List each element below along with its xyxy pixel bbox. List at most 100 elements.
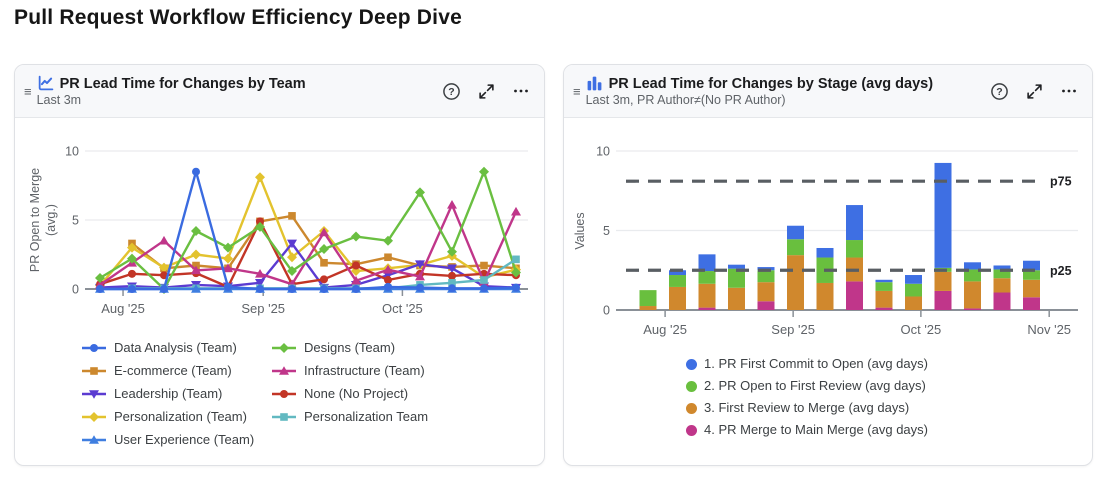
team-chart-legend: Data Analysis (Team) Designs (Team) E-comm… bbox=[81, 341, 544, 448]
bar-segment[interactable] bbox=[699, 308, 716, 310]
drag-handle-icon[interactable]: ≡ bbox=[24, 85, 32, 98]
team-line-chart[interactable]: 0510Aug '25Sep '25Oct '25PR Open to Merg… bbox=[15, 126, 544, 326]
bar-segment[interactable] bbox=[935, 272, 952, 291]
expand-icon[interactable] bbox=[1026, 83, 1043, 100]
legend-item[interactable]: 4. PR Merge to Main Merge (avg days) bbox=[686, 423, 1092, 438]
bar-segment[interactable] bbox=[787, 239, 804, 255]
legend-item[interactable]: 1. PR First Commit to Open (avg days) bbox=[686, 357, 1092, 372]
bar-chart-icon bbox=[586, 75, 603, 92]
bar-segment[interactable] bbox=[699, 271, 716, 284]
bar-segment[interactable] bbox=[994, 293, 1011, 310]
bar-segment[interactable] bbox=[846, 205, 863, 240]
legend-label: None (No Project) bbox=[304, 387, 408, 402]
bar-segment[interactable] bbox=[1023, 280, 1040, 297]
bar-segment[interactable] bbox=[817, 283, 834, 310]
legend-label: 2. PR Open to First Review (avg days) bbox=[704, 379, 926, 394]
panel-subtitle: Last 3m bbox=[37, 93, 306, 107]
more-menu-icon[interactable] bbox=[1060, 82, 1078, 100]
circle-marker-icon bbox=[686, 359, 697, 370]
legend-item[interactable]: 2. PR Open to First Review (avg days) bbox=[686, 379, 1092, 394]
svg-text:0: 0 bbox=[72, 283, 79, 297]
bar-segment[interactable] bbox=[876, 282, 893, 291]
triangle-marker-icon bbox=[271, 365, 297, 377]
legend-item[interactable]: Designs (Team) bbox=[271, 341, 461, 356]
bar-segment[interactable] bbox=[964, 281, 981, 308]
svg-text:?: ? bbox=[448, 86, 454, 98]
bar-segment[interactable] bbox=[964, 262, 981, 269]
bar-segment[interactable] bbox=[699, 254, 716, 271]
line-chart-icon bbox=[37, 75, 54, 92]
help-icon[interactable]: ? bbox=[990, 82, 1009, 101]
legend-item[interactable]: None (No Project) bbox=[271, 387, 461, 402]
svg-text:5: 5 bbox=[603, 224, 610, 238]
bar-segment[interactable] bbox=[669, 275, 686, 287]
legend-label: E-commerce (Team) bbox=[114, 364, 232, 379]
svg-text:10: 10 bbox=[596, 145, 610, 159]
bar-segment[interactable] bbox=[728, 288, 745, 310]
circle-marker-icon bbox=[686, 425, 697, 436]
bar-segment[interactable] bbox=[905, 284, 922, 297]
svg-text:10: 10 bbox=[65, 145, 79, 159]
panel-body: 0510Aug '25Sep '25Oct '25Nov '25Valuesp7… bbox=[564, 118, 1092, 438]
legend-item[interactable]: Personalization (Team) bbox=[81, 410, 271, 425]
panel-subtitle: Last 3m, PR Author≠(No PR Author) bbox=[586, 93, 933, 107]
legend-label: Designs (Team) bbox=[304, 341, 395, 356]
bar-segment[interactable] bbox=[669, 287, 686, 310]
bar-segment[interactable] bbox=[905, 275, 922, 284]
help-icon[interactable]: ? bbox=[442, 82, 461, 101]
bar-segment[interactable] bbox=[935, 163, 952, 268]
legend-label: 3. First Review to Merge (avg days) bbox=[704, 401, 909, 416]
legend-item[interactable]: Personalization Team bbox=[271, 410, 461, 425]
bar-segment[interactable] bbox=[876, 280, 893, 282]
panel-pr-lead-time-by-stage: ≡ PR Lead Time for Changes by Stage (avg… bbox=[563, 64, 1093, 466]
legend-label: 1. PR First Commit to Open (avg days) bbox=[704, 357, 928, 372]
square-marker-icon bbox=[271, 411, 297, 423]
bar-segment[interactable] bbox=[846, 281, 863, 310]
svg-text:Aug '25: Aug '25 bbox=[101, 301, 145, 316]
drag-handle-icon[interactable]: ≡ bbox=[573, 85, 581, 98]
more-menu-icon[interactable] bbox=[512, 82, 530, 100]
panel-title: PR Lead Time for Changes by Team bbox=[60, 76, 306, 92]
legend-item[interactable]: Infrastructure (Team) bbox=[271, 364, 461, 379]
bar-segment[interactable] bbox=[787, 226, 804, 240]
legend-label: 4. PR Merge to Main Merge (avg days) bbox=[704, 423, 928, 438]
bar-segment[interactable] bbox=[1023, 297, 1040, 310]
legend-item[interactable]: 3. First Review to Merge (avg days) bbox=[686, 401, 1092, 416]
expand-icon[interactable] bbox=[478, 83, 495, 100]
bar-segment[interactable] bbox=[876, 308, 893, 310]
bar-segment[interactable] bbox=[699, 284, 716, 308]
legend-label: Data Analysis (Team) bbox=[114, 341, 237, 356]
bar-segment[interactable] bbox=[640, 290, 657, 306]
stage-bar-chart[interactable]: 0510Aug '25Sep '25Oct '25Nov '25Valuesp7… bbox=[564, 126, 1092, 340]
bar-segment[interactable] bbox=[964, 308, 981, 310]
bar-segment[interactable] bbox=[758, 270, 775, 282]
svg-text:5: 5 bbox=[72, 214, 79, 228]
circle-marker-icon bbox=[81, 342, 107, 354]
legend-label: Leadership (Team) bbox=[114, 387, 222, 402]
legend-item[interactable]: User Experience (Team) bbox=[81, 433, 271, 448]
reference-line-label: p75 bbox=[1050, 175, 1072, 189]
bar-segment[interactable] bbox=[758, 282, 775, 301]
reference-line-label: p25 bbox=[1050, 264, 1072, 278]
triangle-down-marker-icon bbox=[81, 388, 107, 400]
legend-item[interactable]: Leadership (Team) bbox=[81, 387, 271, 402]
svg-text:Nov '25: Nov '25 bbox=[1027, 322, 1071, 337]
bar-segment[interactable] bbox=[817, 248, 834, 258]
panel-header: ≡ PR Lead Time for Changes by Stage (avg… bbox=[564, 65, 1092, 118]
bar-segment[interactable] bbox=[994, 278, 1011, 292]
panel-pr-lead-time-by-team: ≡ PR Lead Time for Changes by Team Last … bbox=[14, 64, 545, 466]
legend-item[interactable]: E-commerce (Team) bbox=[81, 364, 271, 379]
legend-item[interactable]: Data Analysis (Team) bbox=[81, 341, 271, 356]
bar-segment[interactable] bbox=[905, 296, 922, 310]
bar-segment[interactable] bbox=[640, 306, 657, 310]
bar-segment[interactable] bbox=[758, 301, 775, 310]
svg-text:Sep '25: Sep '25 bbox=[771, 322, 815, 337]
triangle-marker-icon bbox=[81, 434, 107, 446]
bar-segment[interactable] bbox=[935, 291, 952, 310]
svg-text:0: 0 bbox=[603, 304, 610, 318]
bar-segment[interactable] bbox=[846, 240, 863, 257]
svg-text:Oct '25: Oct '25 bbox=[900, 322, 941, 337]
bar-segment[interactable] bbox=[728, 265, 745, 269]
bar-segment[interactable] bbox=[876, 291, 893, 308]
bar-segment[interactable] bbox=[787, 255, 804, 310]
